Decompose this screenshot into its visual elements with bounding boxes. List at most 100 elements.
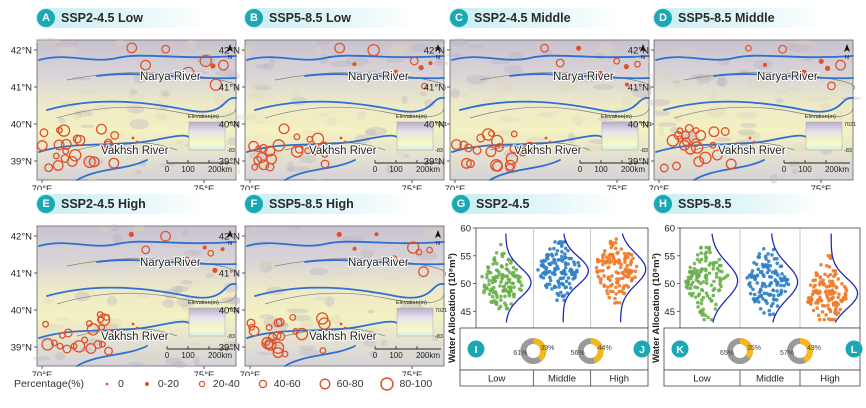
data-point — [498, 284, 502, 288]
data-point — [571, 277, 575, 281]
terrain-patch — [186, 39, 197, 50]
data-point — [614, 292, 618, 296]
data-point — [838, 307, 843, 312]
river-line — [304, 73, 445, 80]
data-point — [773, 297, 777, 302]
station-marker — [85, 320, 93, 328]
data-point — [553, 285, 557, 290]
elevation-min: -83 — [435, 334, 443, 340]
category-label: Low — [488, 374, 506, 385]
data-point — [536, 268, 540, 272]
terrain-patch — [72, 38, 79, 48]
terrain-patch — [408, 44, 428, 53]
data-point — [605, 259, 609, 264]
terrain-patch — [634, 57, 651, 64]
data-point — [757, 252, 762, 256]
scale-label-100: 100 — [389, 351, 403, 360]
data-point — [771, 293, 776, 298]
data-point — [703, 313, 708, 317]
donut-yellow-arc — [787, 338, 813, 364]
station-marker — [485, 146, 497, 158]
map-panel-e: Narya River Vakhsh River N Elevation(m) 7021… — [11, 224, 240, 376]
terrain-patch — [597, 116, 615, 122]
data-point — [560, 250, 564, 254]
data-point — [828, 256, 833, 260]
data-point — [559, 244, 564, 249]
lon-tick-label: 75°E — [194, 370, 215, 376]
data-point — [703, 252, 707, 256]
data-point — [498, 304, 503, 309]
north-arrow-label: N — [436, 241, 440, 247]
scale-label-100: 100 — [798, 165, 812, 174]
lon-tick-label: 75°E — [402, 184, 423, 190]
station-marker — [72, 340, 86, 353]
data-point — [718, 279, 723, 283]
terrain-patch — [356, 110, 367, 121]
terrain-patch — [315, 46, 322, 55]
terrain-patch — [174, 285, 183, 294]
terrain-patch — [562, 80, 578, 85]
station-marker — [343, 326, 347, 330]
data-point — [483, 286, 488, 290]
terrain-patch — [368, 350, 377, 358]
data-point — [713, 307, 718, 311]
donut-badge-label: L — [851, 344, 858, 356]
data-point — [497, 270, 501, 274]
data-point — [602, 252, 606, 257]
lat-tick-label: 42°N — [219, 46, 240, 57]
river-line — [38, 54, 237, 61]
data-point — [711, 293, 716, 298]
data-point — [686, 279, 691, 284]
legend-label-3: 40-60 — [273, 378, 301, 390]
donut-yellow-label: 35% — [747, 345, 761, 352]
data-point — [512, 285, 516, 290]
terrain-patch — [258, 259, 282, 266]
data-point — [824, 263, 829, 268]
north-arrow-icon — [640, 44, 646, 52]
data-point — [836, 295, 840, 300]
terrain-patch — [213, 95, 227, 106]
terrain-patch — [297, 346, 309, 351]
station-marker — [272, 139, 286, 152]
data-point — [688, 265, 693, 270]
data-point — [556, 293, 561, 297]
density-curve — [562, 233, 590, 323]
station-marker — [275, 317, 285, 327]
data-point — [831, 292, 835, 296]
data-point — [818, 275, 822, 279]
terrain-patch — [714, 136, 732, 142]
station-marker — [135, 326, 139, 330]
terrain-patch — [391, 43, 415, 52]
data-point — [695, 253, 700, 257]
terrain-patch — [365, 126, 388, 136]
scale-label-200: 200km — [621, 165, 645, 174]
terrain-patch — [72, 111, 83, 120]
station-marker — [39, 128, 49, 138]
station-marker — [182, 66, 195, 80]
station-marker — [306, 135, 314, 143]
data-point — [769, 275, 774, 279]
terrain-patch — [55, 316, 70, 322]
data-point — [601, 268, 605, 273]
river-line — [663, 97, 854, 113]
station-marker — [827, 81, 836, 91]
data-point — [490, 294, 495, 299]
river-line — [284, 159, 356, 181]
terrain-patch — [403, 154, 410, 158]
station-marker — [161, 44, 171, 54]
terrain-patch — [579, 145, 603, 153]
data-point — [692, 267, 697, 271]
terrain-patch — [683, 156, 704, 161]
data-point — [547, 282, 552, 287]
density-curve — [830, 233, 859, 323]
terrain-patch — [736, 111, 758, 120]
river-line — [246, 240, 445, 247]
data-point — [631, 256, 635, 261]
data-point — [540, 271, 545, 276]
terrain-patch — [127, 104, 145, 114]
narya-river-label: Narya River — [140, 257, 201, 269]
river-line — [254, 283, 445, 299]
data-point — [712, 279, 716, 284]
elevation-title: Elevation(m) — [805, 114, 836, 120]
station-marker — [460, 157, 472, 169]
